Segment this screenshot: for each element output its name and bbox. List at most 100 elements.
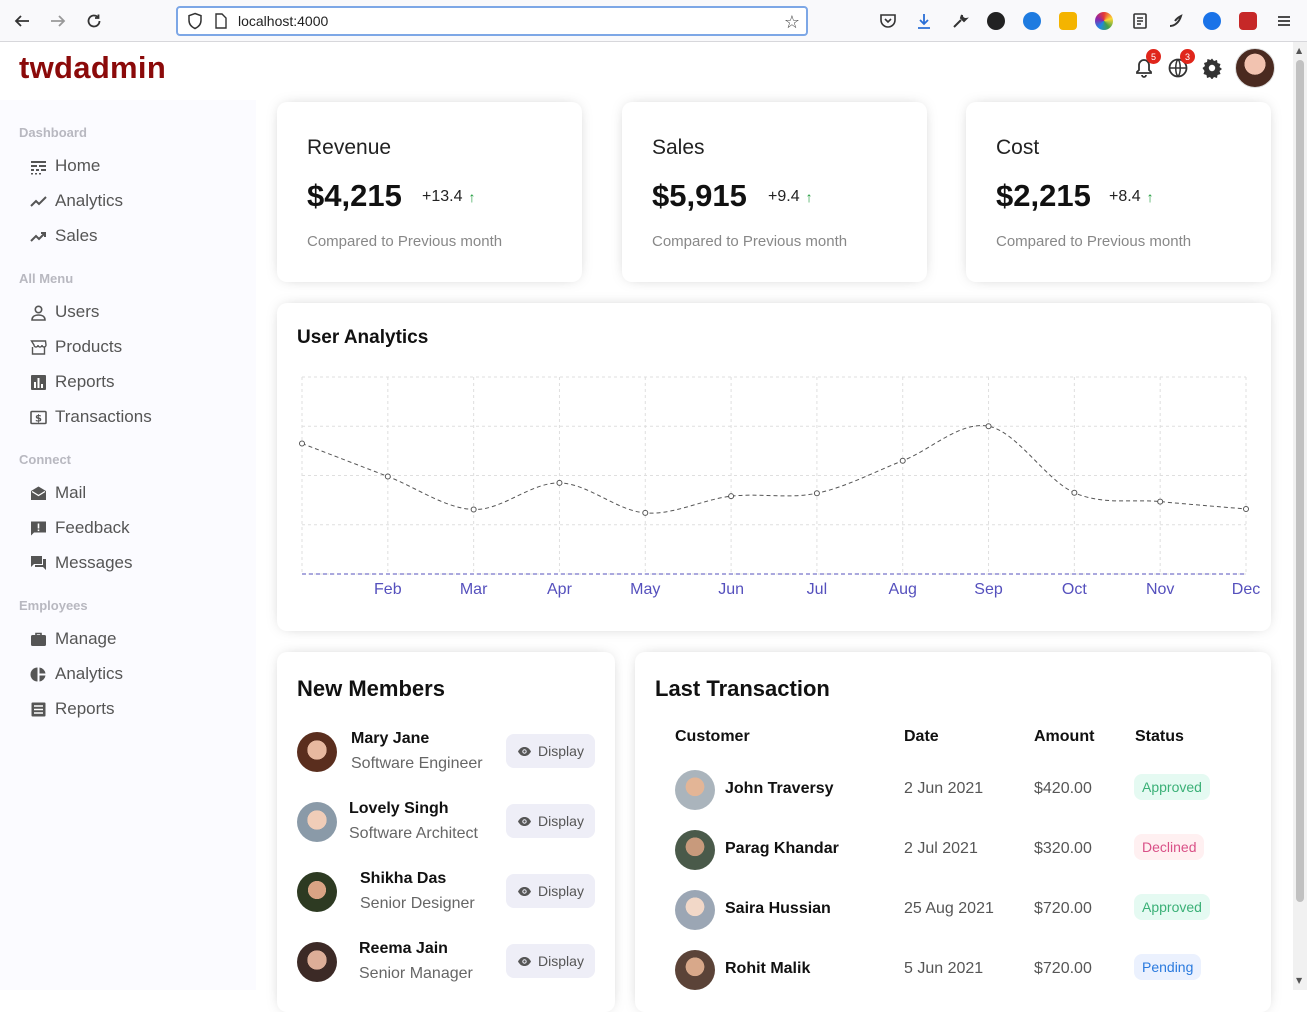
sidebar-item-label: Reports bbox=[55, 699, 115, 718]
eye-icon bbox=[518, 746, 532, 756]
sidebar-item-reports[interactable]: Reports bbox=[30, 372, 115, 392]
sidebar-section-connect: Connect bbox=[19, 452, 71, 467]
scrollbar-thumb[interactable] bbox=[1296, 60, 1304, 902]
member-item: Mary Jane Software Engineer Display bbox=[297, 730, 597, 776]
page-scrollbar[interactable]: ▲ ▼ bbox=[1293, 42, 1307, 990]
user-analytics-chart-card: User Analytics Feb Mar Apr May Jun Jul Aug Sep O… bbox=[277, 303, 1271, 631]
logo[interactable]: twdadmin bbox=[19, 50, 167, 85]
chart-tick-label: Oct bbox=[1062, 581, 1087, 598]
user-avatar[interactable] bbox=[1235, 48, 1275, 88]
sidebar-item-products[interactable]: Products bbox=[30, 337, 122, 357]
customer-name: Rohit Malik bbox=[725, 960, 811, 977]
chart-point-feb bbox=[384, 473, 391, 480]
play-extension-icon[interactable] bbox=[1194, 8, 1230, 34]
sidebar-item-messages[interactable]: Messages bbox=[30, 553, 132, 573]
display-button[interactable]: Display bbox=[506, 874, 595, 908]
member-item: Reema Jain Senior Manager Display bbox=[297, 940, 597, 986]
sidebar-item-label: Analytics bbox=[55, 191, 124, 210]
red-extension-icon[interactable] bbox=[1230, 8, 1266, 34]
notifications-badge: 5 bbox=[1146, 49, 1161, 64]
display-button[interactable]: Display bbox=[506, 944, 595, 978]
featured-rate: +13.4 ↑ bbox=[422, 188, 475, 206]
settings-gear-icon[interactable] bbox=[1201, 57, 1223, 80]
chart-point-dec bbox=[1243, 505, 1249, 512]
attach-money-icon: $ bbox=[30, 410, 47, 424]
screen-extension-icon[interactable] bbox=[1050, 8, 1086, 34]
sidebar-item-label: Home bbox=[55, 156, 101, 175]
transaction-amount: $320.00 bbox=[1034, 840, 1092, 857]
member-item: Shikha Das Senior Designer Display bbox=[297, 870, 597, 916]
language-globe-icon[interactable]: 3 bbox=[1167, 49, 1195, 79]
featured-money: $4,215 bbox=[307, 178, 402, 213]
chart-point-oct bbox=[1071, 489, 1078, 496]
customer-avatar bbox=[675, 830, 715, 870]
wrench-icon[interactable] bbox=[942, 8, 978, 34]
sidebar-item-employee-reports[interactable]: Reports bbox=[30, 699, 115, 719]
display-button[interactable]: Display bbox=[506, 734, 595, 768]
bookmark-star-icon[interactable]: ☆ bbox=[783, 12, 800, 33]
sidebar-item-label: Mail bbox=[55, 483, 87, 502]
chart-tick-label: Aug bbox=[888, 581, 916, 598]
eye-icon bbox=[518, 816, 532, 826]
sidebar-item-feedback[interactable]: Feedback bbox=[30, 518, 130, 538]
notifications-bell-icon[interactable]: 5 bbox=[1133, 49, 1161, 79]
sidebar-item-label: Products bbox=[55, 337, 123, 356]
scroll-up-icon[interactable]: ▲ bbox=[1296, 46, 1303, 55]
notes-icon[interactable] bbox=[1122, 8, 1158, 34]
reload-icon[interactable] bbox=[76, 3, 112, 39]
transaction-amount: $720.00 bbox=[1034, 960, 1092, 977]
sidebar-item-manage[interactable]: Manage bbox=[30, 629, 116, 649]
chart-tick-label: Dec bbox=[1232, 581, 1260, 598]
globe-extension-icon[interactable] bbox=[1014, 8, 1050, 34]
color-wheel-icon[interactable] bbox=[1086, 8, 1122, 34]
new-members-widget: New Members Mary Jane Software Engineer … bbox=[277, 652, 615, 1012]
customer-name: Saira Hussian bbox=[725, 900, 831, 917]
sidebar-item-label: Manage bbox=[55, 629, 117, 648]
download-icon[interactable] bbox=[906, 8, 942, 34]
chart-point-jun bbox=[728, 493, 735, 500]
storefront-icon bbox=[30, 339, 47, 355]
display-button-label: Display bbox=[538, 813, 584, 829]
transaction-date: 5 Jun 2021 bbox=[904, 960, 984, 977]
sidebar-section-employees: Employees bbox=[19, 598, 88, 613]
sidebar-item-transactions[interactable]: $ Transactions bbox=[30, 407, 152, 427]
member-role: Senior Designer bbox=[360, 895, 475, 912]
featured-subtitle: Compared to Previous month bbox=[307, 233, 503, 250]
pocket-icon[interactable] bbox=[870, 8, 906, 34]
bird-extension-icon[interactable] bbox=[1158, 8, 1194, 34]
shield-icon bbox=[188, 12, 202, 30]
url-text[interactable]: localhost:4000 bbox=[238, 13, 329, 29]
chart-tick-label: Jul bbox=[807, 581, 827, 598]
page-icon bbox=[215, 13, 227, 29]
featured-subtitle: Compared to Previous month bbox=[652, 233, 848, 250]
sidebar-item-label: Reports bbox=[55, 372, 115, 391]
display-button[interactable]: Display bbox=[506, 804, 595, 838]
mail-icon bbox=[31, 486, 46, 500]
featured-card-revenue: Revenue $4,215 +13.4 ↑ Compared to Previ… bbox=[277, 102, 582, 282]
work-briefcase-icon bbox=[31, 632, 46, 646]
member-name: Shikha Das bbox=[360, 870, 447, 887]
sidebar-item-users[interactable]: Users bbox=[30, 302, 99, 322]
transaction-date: 2 Jul 2021 bbox=[904, 840, 978, 857]
back-arrow-icon[interactable] bbox=[4, 3, 40, 39]
member-name: Lovely Singh bbox=[349, 800, 449, 817]
sidebar-item-analytics[interactable]: Analytics bbox=[30, 191, 123, 211]
menu-hamburger-icon[interactable] bbox=[1266, 8, 1302, 34]
sidebar-item-employee-analytics[interactable]: Analytics bbox=[30, 664, 123, 684]
sidebar-item-home[interactable]: Home bbox=[30, 156, 100, 176]
chart-title: User Analytics bbox=[297, 327, 429, 348]
transaction-amount: $720.00 bbox=[1034, 900, 1092, 917]
arrow-up-icon: ↑ bbox=[805, 189, 813, 205]
twd-extension-icon[interactable] bbox=[978, 8, 1014, 34]
chart-point-may bbox=[642, 509, 649, 516]
status-badge: Approved bbox=[1134, 894, 1210, 920]
sidebar-item-mail[interactable]: Mail bbox=[30, 483, 86, 503]
browser-toolbar: localhost:4000 ☆ bbox=[0, 0, 1307, 42]
feedback-icon bbox=[31, 521, 46, 535]
member-avatar bbox=[297, 872, 337, 912]
sidebar-item-sales[interactable]: Sales bbox=[30, 226, 98, 246]
scroll-down-icon[interactable]: ▼ bbox=[1296, 976, 1303, 985]
chat-bubbles-icon bbox=[31, 555, 46, 570]
forward-arrow-icon[interactable] bbox=[40, 3, 76, 39]
address-bar[interactable]: localhost:4000 ☆ bbox=[176, 6, 808, 36]
